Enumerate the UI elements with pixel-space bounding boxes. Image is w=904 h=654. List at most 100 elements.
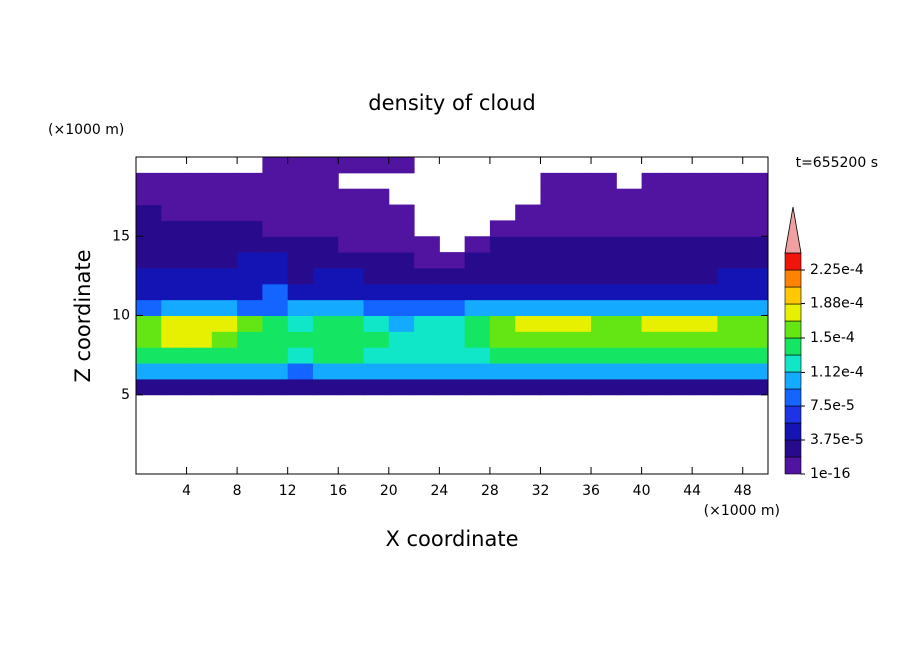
contour-cell <box>666 204 693 221</box>
contour-cell <box>312 157 339 174</box>
contour-cell <box>591 267 617 285</box>
colorbar-band <box>784 303 802 322</box>
contour-cell <box>161 378 188 396</box>
contour-cell <box>515 363 541 380</box>
contour-cell <box>565 204 592 221</box>
contour-cell <box>388 363 415 380</box>
contour-cell <box>136 188 162 206</box>
contour-cell <box>338 157 365 174</box>
contour-cell <box>161 283 188 301</box>
contour-cell <box>565 347 592 364</box>
contour-cell <box>717 283 744 301</box>
contour-cell <box>591 331 617 348</box>
contour-cell <box>388 299 415 316</box>
contour-cell <box>312 378 339 396</box>
y-unit: (×1000 m) <box>48 122 124 138</box>
contour-cell <box>464 315 491 332</box>
contour-cell <box>237 220 263 237</box>
contour-cell <box>136 267 162 285</box>
contour-cell <box>161 188 188 206</box>
contour-cell <box>540 252 567 269</box>
contour-cell <box>515 315 541 332</box>
contour-cell <box>515 378 541 396</box>
contour-cell <box>363 283 390 301</box>
contour-cell <box>388 378 415 396</box>
contour-cell <box>287 267 314 285</box>
contour-cell <box>742 378 769 396</box>
contour-cell <box>338 267 365 285</box>
contour-cell <box>237 331 263 348</box>
colorbar-band <box>784 252 802 271</box>
contour-cell <box>515 283 541 301</box>
x-tick-label: 48 <box>734 483 752 499</box>
contour-cell <box>616 204 643 221</box>
contour-cell <box>312 204 339 221</box>
contour-cell <box>464 347 491 364</box>
contour-cell <box>641 283 668 301</box>
contour-cell <box>414 299 440 316</box>
contour-cell <box>641 347 668 364</box>
contour-cell <box>616 267 643 285</box>
contour-cell <box>591 283 617 301</box>
x-tick-label: 40 <box>633 483 651 499</box>
contour-cell <box>136 315 162 332</box>
contour-cell <box>211 299 238 316</box>
contour-cell <box>312 252 339 269</box>
contour-cell <box>388 347 415 364</box>
contour-cell <box>591 252 617 269</box>
contour-cell <box>641 252 668 269</box>
contour-cell <box>692 204 718 221</box>
contour-cell <box>211 378 238 396</box>
contour-cell <box>161 252 188 269</box>
contour-cell <box>262 236 289 253</box>
contour-cell <box>717 188 744 206</box>
y-tick-label: 15 <box>112 228 130 244</box>
contour-cell <box>591 188 617 206</box>
contour-cell <box>692 283 718 301</box>
contour-cell <box>641 363 668 380</box>
contour-cell <box>388 236 415 253</box>
contour-cell <box>161 172 188 190</box>
contour-cell <box>565 267 592 285</box>
contour-cell <box>742 347 769 364</box>
x-axis-label: X coordinate <box>385 527 518 551</box>
contour-cell <box>136 299 162 316</box>
contour-cell <box>262 204 289 221</box>
contour-cell <box>262 157 289 174</box>
contour-cell <box>161 347 188 364</box>
contour-cell <box>717 172 744 190</box>
contour-cell <box>565 236 592 253</box>
contour-cell <box>211 315 238 332</box>
contour-cell <box>136 204 162 221</box>
contour-cell <box>641 315 668 332</box>
colorbar-band <box>784 422 802 441</box>
contour-cell <box>565 378 592 396</box>
axes: 4 8 12 16 20 24 28 32 36 40 44 48510151e-163.75e-57… <box>112 156 864 499</box>
contour-cell <box>565 188 592 206</box>
contour-cell <box>666 347 693 364</box>
contour-cell <box>338 204 365 221</box>
x-unit: (×1000 m) <box>704 503 780 519</box>
contour-cell <box>616 299 643 316</box>
contour-cell <box>742 236 769 253</box>
contour-cell <box>565 315 592 332</box>
colorbar-band <box>784 354 802 373</box>
contour-cell <box>211 252 238 269</box>
contour-cell <box>692 363 718 380</box>
contour-cell <box>591 347 617 364</box>
contour-cell <box>439 299 466 316</box>
contour-cell <box>388 267 415 285</box>
contour-cell <box>641 331 668 348</box>
contour-cell <box>363 347 390 364</box>
colorbar-tick-label: 3.75e-5 <box>810 432 864 448</box>
contour-cell <box>540 220 567 237</box>
contour-cell <box>338 347 365 364</box>
contour-cell <box>591 204 617 221</box>
contour-cell <box>641 220 668 237</box>
contour-cell <box>717 378 744 396</box>
contour-cell <box>666 331 693 348</box>
contour-cell <box>161 220 188 237</box>
contour-cell <box>161 204 188 221</box>
contour-cell <box>338 236 365 253</box>
contour-cell <box>464 283 491 301</box>
